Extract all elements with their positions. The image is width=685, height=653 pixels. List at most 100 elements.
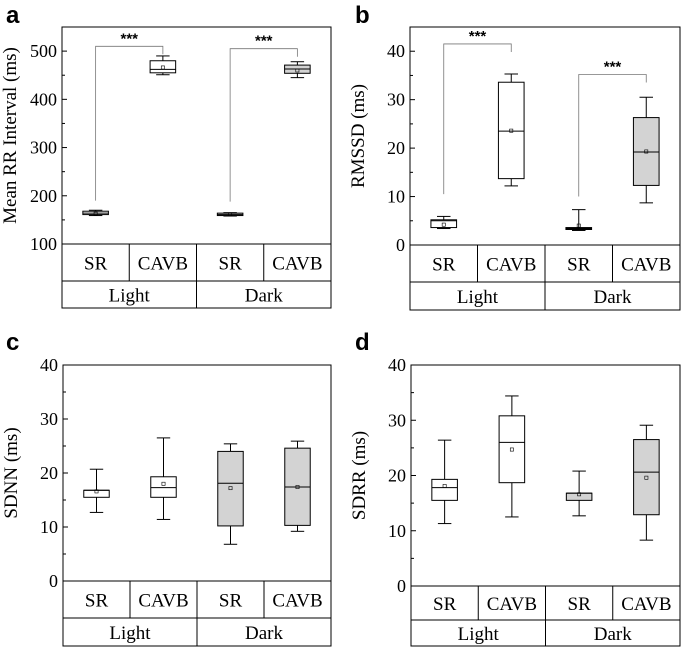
- panel-letter-c: c: [6, 329, 19, 356]
- significance-label: ***: [469, 28, 487, 45]
- significance-bracket: ***: [229, 33, 298, 202]
- y-tick-label: 40: [388, 355, 406, 375]
- y-tick-label: 400: [30, 89, 57, 109]
- category-label-sr: SR: [85, 591, 109, 612]
- y-axis-label: SDNN (ms): [1, 427, 22, 518]
- mean-marker: [228, 486, 233, 491]
- mean-marker: [441, 222, 446, 227]
- y-tick-label: 500: [30, 41, 57, 61]
- category-label-cavb: CAVB: [272, 254, 322, 275]
- panel-letter-d: d: [355, 329, 370, 356]
- category-label-sr: SR: [567, 255, 591, 276]
- box-iqr: [150, 476, 177, 498]
- mean-marker: [228, 212, 233, 217]
- mean-marker: [161, 481, 166, 486]
- y-tick-label: 40: [40, 355, 58, 375]
- y-tick-label: 100: [30, 234, 57, 254]
- panel-c: c 0 10 20 30 40 SDNN (ms) SR CAVB SR CAVB Light Dark: [1, 329, 332, 647]
- category-label-sr: SR: [568, 594, 592, 615]
- box-dark-cavb: [284, 61, 311, 79]
- significance-bracket: ***: [578, 58, 647, 197]
- panel-letter-a: a: [6, 2, 20, 29]
- category-label-cavb: CAVB: [138, 254, 188, 275]
- box-light-sr: [82, 209, 109, 217]
- significance-bracket: ***: [443, 28, 512, 195]
- bracket-line: [578, 74, 647, 197]
- box-dark-sr: [217, 443, 244, 545]
- bracket-line: [95, 45, 164, 201]
- mean-marker: [577, 492, 582, 497]
- y-tick-label: 40: [387, 41, 405, 61]
- mean-marker: [160, 65, 165, 70]
- box-iqr: [83, 489, 110, 498]
- category-label-cavb: CAVB: [487, 594, 537, 615]
- category-label-cavb: CAVB: [621, 594, 671, 615]
- box-iqr: [498, 415, 526, 484]
- y-tick-label: 20: [388, 466, 406, 486]
- panel-a: a 100 200 300 400 500 Mean RR Interval (ms) ***…: [0, 2, 332, 309]
- box-light-cavb: [497, 73, 525, 187]
- category-label-cavb: CAVB: [621, 255, 671, 276]
- y-tick-label: 10: [40, 517, 58, 537]
- mean-marker: [644, 475, 649, 480]
- y-tick-label: 0: [397, 576, 406, 596]
- category-label-sr: SR: [219, 591, 243, 612]
- significance-bracket: ***: [95, 30, 164, 201]
- category-label-sr: SR: [432, 255, 456, 276]
- mean-marker: [644, 149, 649, 154]
- mean-marker: [93, 211, 98, 216]
- box-light-sr: [430, 215, 458, 230]
- box-dark-cavb: [632, 96, 660, 204]
- y-tick-label: 30: [40, 409, 58, 429]
- group-label-dark: Dark: [594, 624, 632, 645]
- group-label-dark: Dark: [245, 623, 283, 644]
- y-tick-label: 300: [30, 138, 57, 158]
- y-tick-label: 10: [387, 187, 405, 207]
- category-label-cavb: CAVB: [272, 591, 322, 612]
- group-label-dark: Dark: [594, 287, 632, 308]
- box-iqr: [431, 478, 458, 501]
- y-tick-label: 20: [387, 138, 405, 158]
- box-dark-sr: [216, 212, 244, 217]
- category-label-cavb: CAVB: [138, 591, 188, 612]
- box-iqr: [430, 219, 458, 229]
- group-label-light: Light: [457, 287, 499, 308]
- group-label-light: Light: [458, 624, 500, 645]
- panel-letter-b: b: [355, 2, 370, 29]
- category-label-sr: SR: [433, 594, 457, 615]
- significance-label: ***: [604, 58, 622, 75]
- y-tick-label: 200: [30, 186, 57, 206]
- y-tick-label: 0: [49, 571, 58, 591]
- mean-marker: [295, 485, 300, 489]
- box-dark-cavb: [633, 424, 660, 541]
- box-light-sr: [431, 439, 458, 525]
- panel-b: b 0 10 20 30 40 RMSSD (ms) *** *** SR CAVB SR CAVB Li…: [348, 2, 681, 311]
- category-label-cavb: CAVB: [486, 255, 536, 276]
- y-tick-label: 30: [388, 410, 406, 430]
- box-iqr: [565, 492, 593, 501]
- box-light-cavb: [149, 55, 177, 76]
- box-dark-sr: [565, 209, 593, 231]
- box-dark-cavb: [284, 440, 311, 532]
- box-iqr: [149, 60, 177, 74]
- box-dark-sr: [565, 470, 593, 517]
- mean-marker: [509, 128, 514, 133]
- box-iqr: [217, 450, 244, 527]
- group-label-light: Light: [109, 623, 151, 644]
- y-axis-label: SDRR (ms): [349, 431, 370, 520]
- bracket-line: [229, 48, 298, 202]
- mean-marker: [295, 68, 300, 73]
- mean-marker: [94, 489, 99, 494]
- y-tick-label: 20: [40, 463, 58, 483]
- y-axis-label: RMSSD (ms): [348, 84, 369, 188]
- box-light-sr: [83, 468, 110, 513]
- significance-label: ***: [120, 30, 138, 47]
- y-axis-label: Mean RR Interval (ms): [0, 47, 21, 224]
- category-label-sr: SR: [84, 254, 108, 275]
- group-label-light: Light: [109, 286, 151, 307]
- mean-marker: [509, 447, 514, 452]
- category-label-sr: SR: [219, 254, 243, 275]
- panel-d: d 0 10 20 30 40 SDRR (ms) SR CAVB SR CAVB Light Dark: [349, 329, 681, 647]
- bracket-line: [443, 43, 512, 195]
